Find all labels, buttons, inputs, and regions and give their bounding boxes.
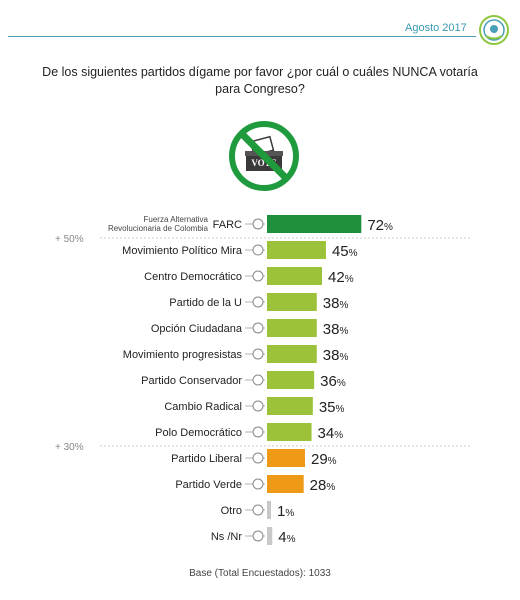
bar xyxy=(267,423,312,441)
category-label: Partido de la U xyxy=(169,297,242,309)
category-label: Partido Liberal xyxy=(171,453,242,465)
category-label: Cambio Radical xyxy=(164,401,242,413)
bar xyxy=(267,241,326,259)
marker-circle xyxy=(252,322,264,334)
sample-base-note: Base (Total Encuestados): 1033 xyxy=(0,568,520,579)
value-label: 28% xyxy=(310,477,336,494)
bar xyxy=(267,345,317,363)
category-label: Polo Democrático xyxy=(155,427,242,439)
marker-circle xyxy=(252,426,264,438)
category-label: Ns /Nr xyxy=(211,531,243,543)
base-label: Base (Total Encuestados): xyxy=(189,568,306,579)
brand-logo-icon xyxy=(479,15,509,45)
base-value: 1033 xyxy=(308,568,331,579)
bar xyxy=(267,527,273,545)
bar xyxy=(267,267,323,285)
marker-circle xyxy=(252,270,264,282)
value-label: 38% xyxy=(323,347,349,364)
category-label: Otro xyxy=(221,505,242,517)
category-label: Partido Conservador xyxy=(141,375,242,387)
marker-circle xyxy=(252,530,264,542)
bar xyxy=(267,397,313,415)
category-note: Revolucionaria de Colombia xyxy=(108,224,209,233)
value-label: 34% xyxy=(318,425,344,442)
category-label: Movimiento progresistas xyxy=(123,349,243,361)
value-label: 29% xyxy=(311,451,337,468)
threshold-label: + 50% xyxy=(55,234,84,245)
category-label: Movimiento Político Mira xyxy=(122,245,243,257)
value-label: 1% xyxy=(277,503,294,520)
value-label: 72% xyxy=(367,217,393,234)
bar xyxy=(267,371,315,389)
category-label: FARC xyxy=(213,219,242,231)
marker-circle xyxy=(252,296,264,308)
value-label: 38% xyxy=(323,321,349,338)
category-label: Partido Verde xyxy=(175,479,242,491)
value-label: 4% xyxy=(278,529,295,546)
bar xyxy=(267,319,317,337)
marker-circle xyxy=(252,400,264,412)
marker-circle xyxy=(252,244,264,256)
bar-chart: + 50% + 30% FARC Fuerza AlternativaRevoluci… xyxy=(55,215,470,546)
marker-circle xyxy=(252,504,264,516)
value-label: 45% xyxy=(332,243,358,260)
report-date: Agosto 2017 xyxy=(405,22,467,34)
value-label: 35% xyxy=(319,399,345,416)
value-label: 42% xyxy=(328,269,354,286)
marker-circle xyxy=(252,478,264,490)
marker-circle xyxy=(252,348,264,360)
value-label: 36% xyxy=(320,373,346,390)
category-note: Fuerza Alternativa xyxy=(144,215,209,224)
threshold-label: + 30% xyxy=(55,442,84,453)
vote-box-label: VOTE xyxy=(251,158,276,168)
bar xyxy=(267,449,305,467)
header-divider xyxy=(8,36,476,37)
category-label: Centro Democrático xyxy=(144,271,242,283)
category-label: Opción Ciudadana xyxy=(151,323,243,335)
bar xyxy=(267,501,271,519)
marker-circle xyxy=(252,218,264,230)
bar xyxy=(267,293,317,311)
bar xyxy=(267,215,362,233)
survey-question: De los siguientes partidos dígame por fa… xyxy=(42,65,478,96)
marker-circle xyxy=(252,452,264,464)
no-vote-icon: VOTE xyxy=(229,121,299,191)
marker-circle xyxy=(252,374,264,386)
value-label: 38% xyxy=(323,295,349,312)
bar xyxy=(267,475,304,493)
